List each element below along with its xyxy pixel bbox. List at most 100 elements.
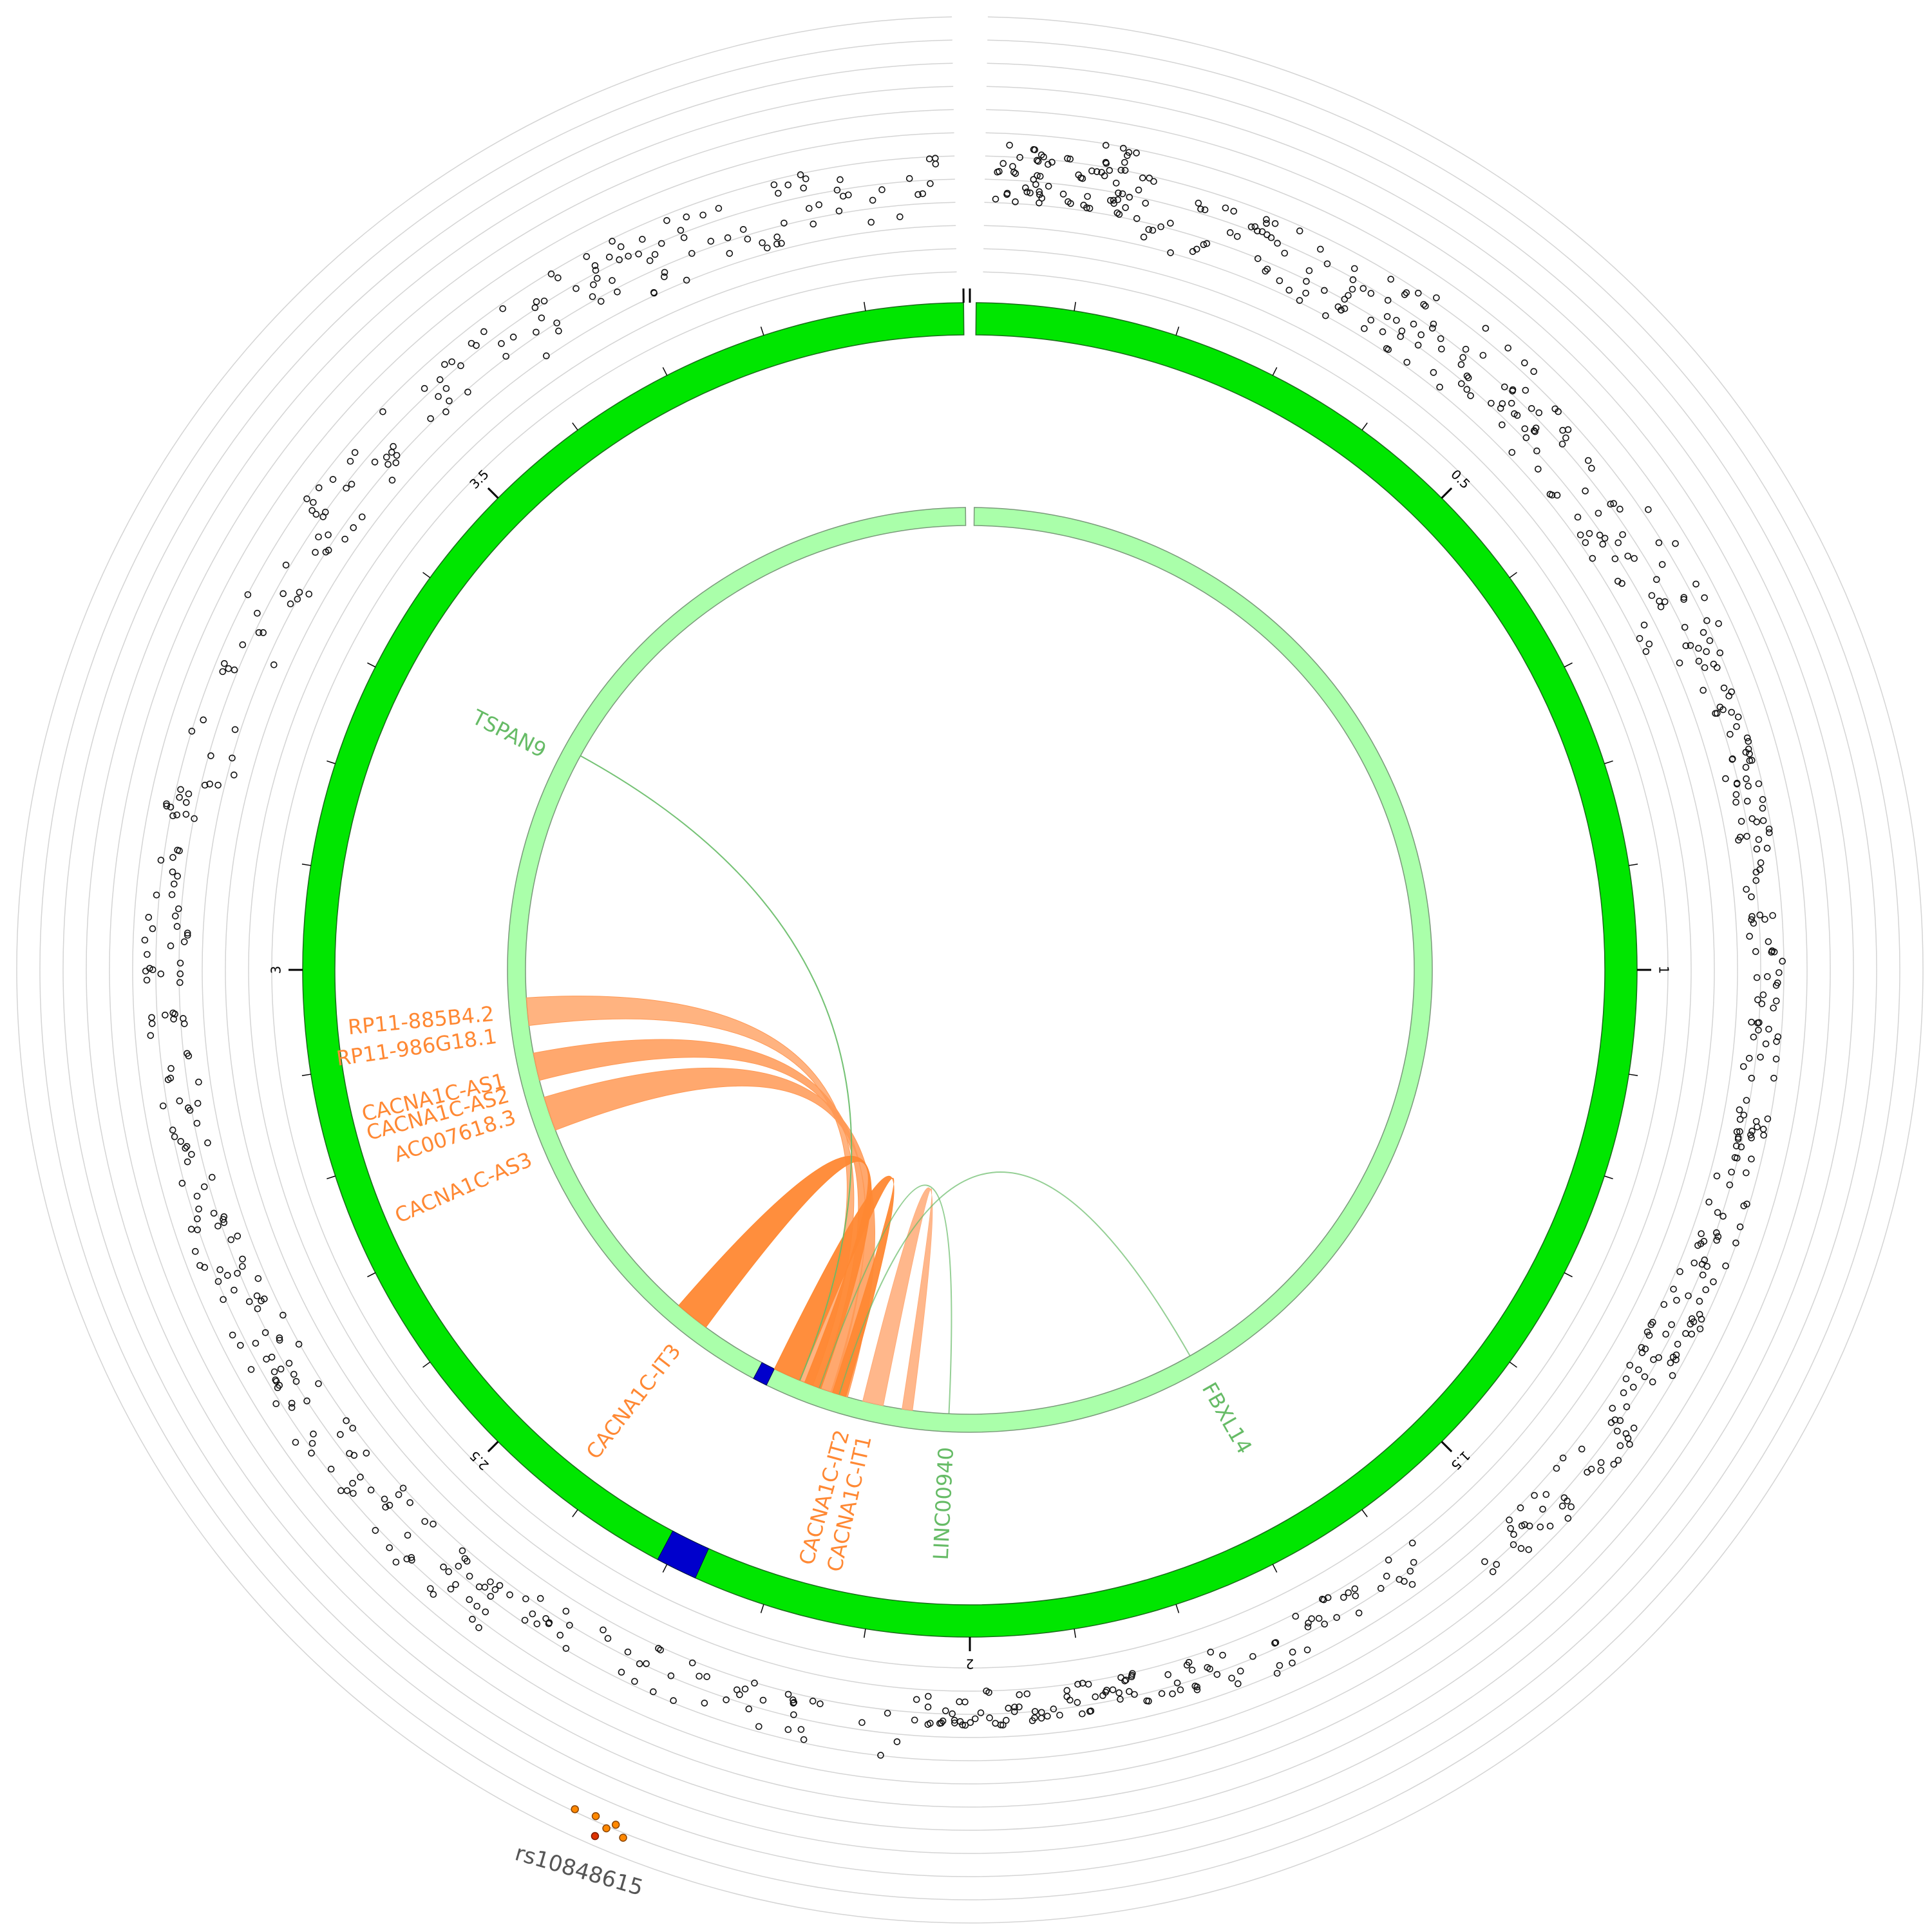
snp-point — [1411, 321, 1417, 327]
snp-point — [178, 960, 184, 966]
snp-point — [1121, 146, 1126, 151]
snp-point — [1033, 182, 1039, 187]
snp-point — [1522, 388, 1528, 393]
gene-label: CACNA1C-IT3 — [582, 1339, 686, 1464]
snp-point — [1737, 1107, 1743, 1113]
snp-point — [1575, 514, 1580, 520]
snp-point — [1388, 276, 1394, 282]
snp-point — [1560, 1503, 1566, 1509]
snp-point — [169, 892, 175, 898]
snp-point — [1306, 268, 1312, 274]
snp-point — [238, 1343, 243, 1349]
snp-point — [1113, 180, 1119, 186]
snp-point — [280, 591, 286, 596]
snp-point — [182, 939, 187, 945]
snp-point — [193, 1249, 198, 1255]
axis-tick — [663, 1564, 667, 1572]
snp-point — [1394, 317, 1399, 323]
snp-point — [1560, 428, 1566, 433]
snp-point — [1754, 1119, 1759, 1124]
snp-point — [1142, 200, 1148, 206]
snp-point — [816, 202, 822, 207]
snp-point — [1141, 234, 1147, 240]
axis-tick — [1604, 761, 1613, 764]
snp-point — [1615, 1428, 1620, 1434]
snp-point — [230, 1332, 236, 1338]
snp-point — [1385, 314, 1390, 319]
snp-point — [1399, 328, 1405, 334]
snp-point — [1345, 1590, 1351, 1596]
snp-point — [715, 205, 721, 211]
snp-point — [664, 218, 670, 223]
snp-point — [1754, 975, 1760, 981]
snp-point — [1748, 1019, 1754, 1025]
snp-point — [1743, 1097, 1749, 1103]
snp-point — [147, 1032, 153, 1038]
snp-point — [879, 187, 885, 193]
snp-point — [1691, 1260, 1697, 1266]
axis-tick — [573, 1510, 578, 1517]
snp-point — [1747, 1056, 1752, 1061]
snp-point — [1661, 1302, 1667, 1307]
chromosome-outer-track: 0.511.522.533.5 — [269, 289, 1672, 1672]
snp-point — [1700, 687, 1706, 693]
snp-point — [142, 937, 147, 943]
snp-point — [291, 1371, 297, 1377]
snp-point — [272, 1369, 278, 1375]
snp-point — [1410, 1540, 1416, 1546]
snp-point — [1350, 287, 1356, 292]
snp-point — [178, 1139, 184, 1144]
snp-point — [1770, 1005, 1776, 1011]
snp-point — [1460, 355, 1466, 361]
snp-point — [1643, 649, 1649, 654]
snp-point — [442, 361, 448, 367]
snp-point — [1104, 1687, 1110, 1693]
snp-point — [1762, 916, 1768, 922]
snp-point — [1672, 541, 1678, 547]
snp-point — [774, 234, 780, 240]
snp-point — [1743, 886, 1749, 892]
snp-point — [726, 251, 732, 256]
snp-point — [1356, 1610, 1362, 1616]
snp-point — [557, 1633, 563, 1638]
snp-point — [348, 459, 354, 464]
snp-point — [249, 1367, 254, 1372]
snp-point — [556, 328, 562, 334]
snp-point — [488, 1579, 493, 1585]
snp-point — [1706, 1199, 1712, 1205]
snp-point — [1010, 164, 1016, 169]
snp-point — [194, 1193, 200, 1199]
axis-tick — [1362, 1510, 1367, 1517]
snp-point — [465, 389, 471, 395]
snp-point — [1578, 532, 1584, 538]
snp-point — [405, 1532, 411, 1538]
snp-point — [350, 525, 356, 531]
axis-tick — [367, 663, 375, 667]
snp-point — [458, 363, 464, 368]
snp-point — [1177, 1687, 1183, 1692]
snp-point — [1235, 234, 1240, 240]
snp-point — [701, 1700, 707, 1706]
snp-point — [380, 409, 386, 415]
snp-point — [734, 1687, 740, 1692]
snp-point — [288, 601, 294, 607]
snp-point — [897, 214, 903, 220]
snp-point — [1282, 251, 1287, 256]
snp-point — [1410, 1582, 1416, 1587]
snp-point — [1016, 1692, 1022, 1698]
snp-point — [1136, 187, 1142, 193]
snp-point — [1305, 1620, 1311, 1626]
snp-point — [256, 630, 261, 636]
snp-point — [396, 1492, 402, 1497]
snp-point — [1734, 724, 1739, 730]
snp-point — [1007, 142, 1012, 148]
snp-point — [598, 298, 604, 304]
snp-point — [798, 1727, 804, 1732]
snp-point — [1439, 346, 1444, 352]
snp-point — [1721, 685, 1727, 691]
snp-point — [1227, 230, 1233, 236]
snp-point — [386, 1545, 392, 1551]
snp-point — [1482, 325, 1488, 331]
snp-point — [200, 717, 206, 723]
snp-point — [1582, 540, 1588, 545]
